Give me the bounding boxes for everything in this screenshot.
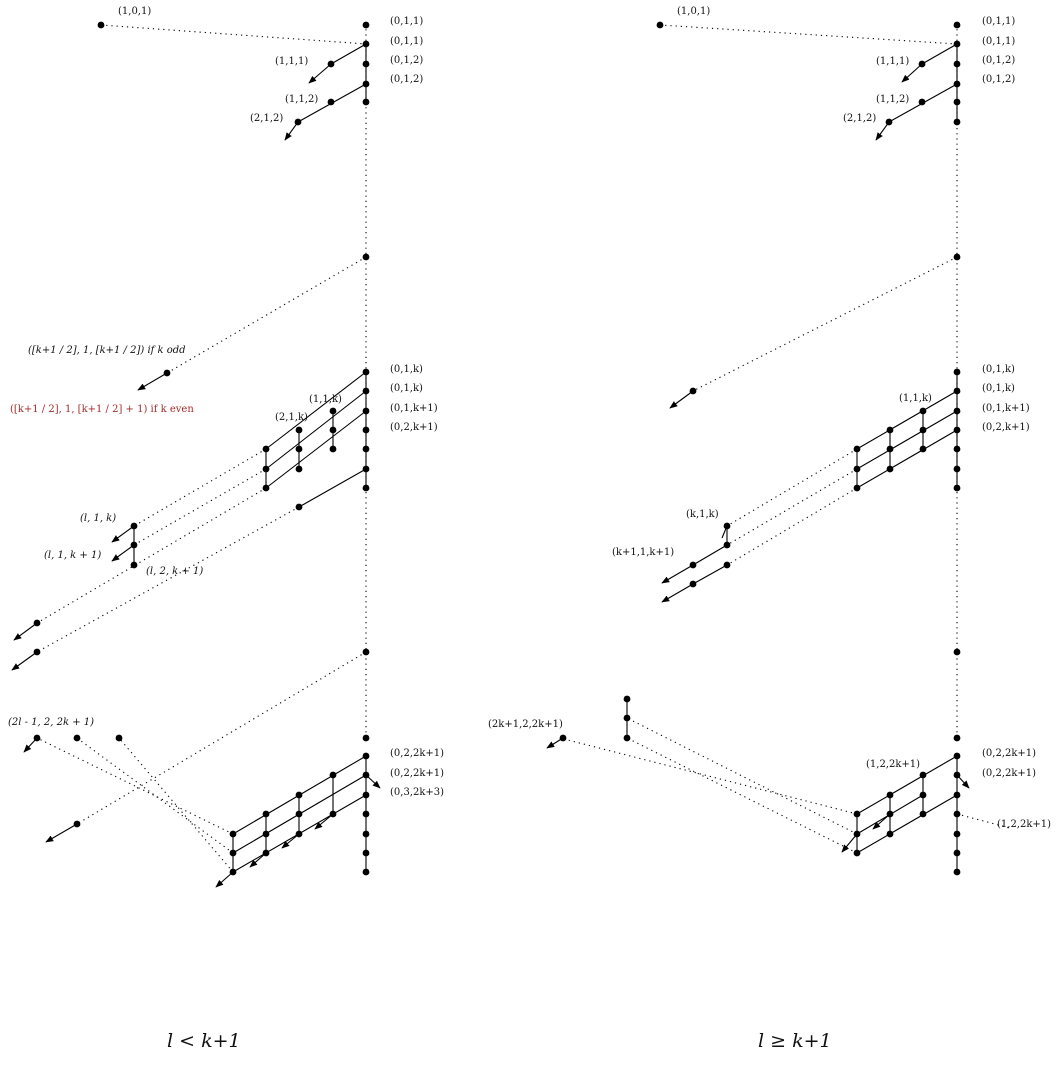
- left-label-r1: (0,1,1): [390, 16, 423, 27]
- right-k1-arrow: [661, 564, 694, 584]
- left-lat-d1: [265, 371, 367, 450]
- right-label-b2: (0,2,2k+1): [982, 768, 1036, 779]
- left-label-r2: (0,1,1): [390, 36, 423, 47]
- left-label-r3: (0,1,2): [390, 55, 423, 66]
- left-blat-dot3: [118, 737, 234, 873]
- right-blat-dot2: [626, 717, 858, 835]
- right-blat-d1: [856, 755, 958, 815]
- right-blat-arr2: [872, 813, 891, 830]
- left-label-r4: (0,1,2): [390, 74, 423, 85]
- left-label-m1: (0,1,k): [390, 364, 423, 375]
- left-l1k-arrow: [111, 525, 135, 543]
- left-label-bottom: (2l - 1, 2, 2k + 1): [8, 717, 94, 728]
- left-label-212: (2,1,2): [250, 113, 283, 124]
- right-lat-dot1: [726, 448, 858, 527]
- left-blat-arr3: [281, 833, 300, 849]
- right-label-r1: (0,1,1): [982, 16, 1015, 27]
- right-blat-d2: [856, 794, 958, 854]
- left-top-solid-a: [330, 43, 367, 65]
- right-label-r3: (0,1,2): [982, 55, 1015, 66]
- right-label-m1: (0,1,k): [982, 364, 1015, 375]
- left-arrow-111: [308, 63, 332, 84]
- left-label-l1k1: (l, 1, k + 1): [44, 550, 101, 561]
- left-label-101: (1,0,1): [118, 6, 151, 17]
- right-label-k1k: (k,1,k): [686, 509, 719, 520]
- left-far-arrow2: [11, 651, 38, 671]
- left-label-m2: (0,1,k): [390, 383, 423, 394]
- right-label-101: (1,0,1): [677, 6, 710, 17]
- left-label-21k: (2,1,k): [275, 412, 308, 423]
- left-label-b3: (0,3,2k+3): [390, 787, 444, 798]
- right-label-m4: (0,2,k+1): [982, 422, 1030, 433]
- right-mid-arrow: [669, 390, 694, 409]
- left-mid-arrow: [137, 372, 168, 391]
- left-lat-dot2: [133, 468, 267, 546]
- right-blat-dot3: [626, 737, 858, 854]
- left-top-dotted: [100, 24, 367, 45]
- left-lat-dot4: [36, 506, 300, 653]
- left-label-112: (1,1,2): [285, 94, 318, 105]
- left-bot-arrow: [45, 823, 78, 843]
- left-lat-d4: [298, 468, 367, 508]
- left-blat-dot2: [76, 737, 234, 854]
- left-label-b2: (0,2,2k+1): [390, 768, 444, 779]
- right-panel: (1,0,1) (0,1,1) (0,1,1) (0,1,2) (0,1,2) …: [488, 6, 1051, 1052]
- left-blat-arr5: [215, 871, 234, 888]
- right-caption: l ≥ k+1: [758, 1030, 832, 1052]
- left-label-l1k: (l, 1, k): [80, 513, 116, 524]
- left-blat-arr2: [314, 813, 334, 830]
- right-kcol-2: [692, 544, 728, 566]
- left-lat-dot1: [133, 448, 267, 527]
- right-label-212: (2,1,2): [843, 113, 876, 124]
- left-label-11k: (1,1,k): [309, 394, 342, 405]
- left-panel: (1,0,1) (0,1,1) (0,1,1) (0,1,2) (0,1,2) …: [8, 6, 444, 1052]
- right-label-11k: (1,1,k): [899, 393, 932, 404]
- left-lat-d2: [265, 390, 367, 470]
- left-blat-arr4: [249, 852, 267, 868]
- right-k1-arrow2: [661, 583, 694, 603]
- left-caption: l < k+1: [167, 1030, 241, 1052]
- right-lat-d3: [856, 429, 958, 489]
- right-label-k11k1: (k+1,1,k+1): [612, 547, 674, 558]
- right-arrow-111: [901, 63, 923, 83]
- right-mid-dotted: [692, 256, 958, 392]
- right-lat-dot2: [726, 468, 858, 546]
- right-label-bottom: (2k+1,2,2k+1): [488, 719, 563, 730]
- right-label-b1: (0,2,2k+1): [982, 748, 1036, 759]
- left-nodes: [33, 21, 370, 876]
- right-lat-dot3: [726, 487, 858, 566]
- left-label-even: ([k+1 / 2], 1, [k+1 / 2] + 1) if k even: [10, 404, 194, 415]
- right-arrow-212: [875, 121, 890, 141]
- left-mid-dotted: [166, 256, 367, 374]
- left-blat-dot1: [36, 737, 234, 835]
- right-label-m2: (0,1,k): [982, 383, 1015, 394]
- right-label-r4: (0,1,2): [982, 74, 1015, 85]
- left-far-arrow1: [13, 622, 38, 641]
- left-l1k1-arrow: [111, 544, 135, 562]
- right-lat-d1: [856, 390, 958, 450]
- left-label-odd: ([k+1 / 2], 1, [k+1 / 2]) if k odd: [28, 345, 186, 356]
- right-blat-dot1: [559, 737, 858, 815]
- right-nodes: [559, 21, 961, 876]
- left-lat-d3: [265, 410, 367, 489]
- right-label-122k1b: (1,2,2k+1): [997, 819, 1051, 830]
- right-label-112: (1,1,2): [876, 94, 909, 105]
- right-label-122k1: (1,2,2k+1): [866, 759, 920, 770]
- right-label-r2: (0,1,1): [982, 36, 1015, 47]
- right-top-solid-a: [921, 43, 958, 65]
- left-label-l2k1: (l, 2, k + 1): [146, 566, 203, 577]
- right-label-m3: (0,1,k+1): [982, 403, 1030, 414]
- left-label-m3: (0,1,k+1): [390, 403, 438, 414]
- right-top-dotted: [659, 24, 958, 45]
- left-label-111: (1,1,1): [275, 56, 308, 67]
- right-label-111: (1,1,1): [876, 56, 909, 67]
- left-label-m4: (0,2,k+1): [390, 422, 438, 433]
- left-label-b1: (0,2,2k+1): [390, 748, 444, 759]
- right-kcol-3: [692, 564, 728, 585]
- right-blat-arr3: [841, 833, 858, 853]
- left-arrow-212: [284, 121, 299, 141]
- right-lat-d2: [856, 410, 958, 470]
